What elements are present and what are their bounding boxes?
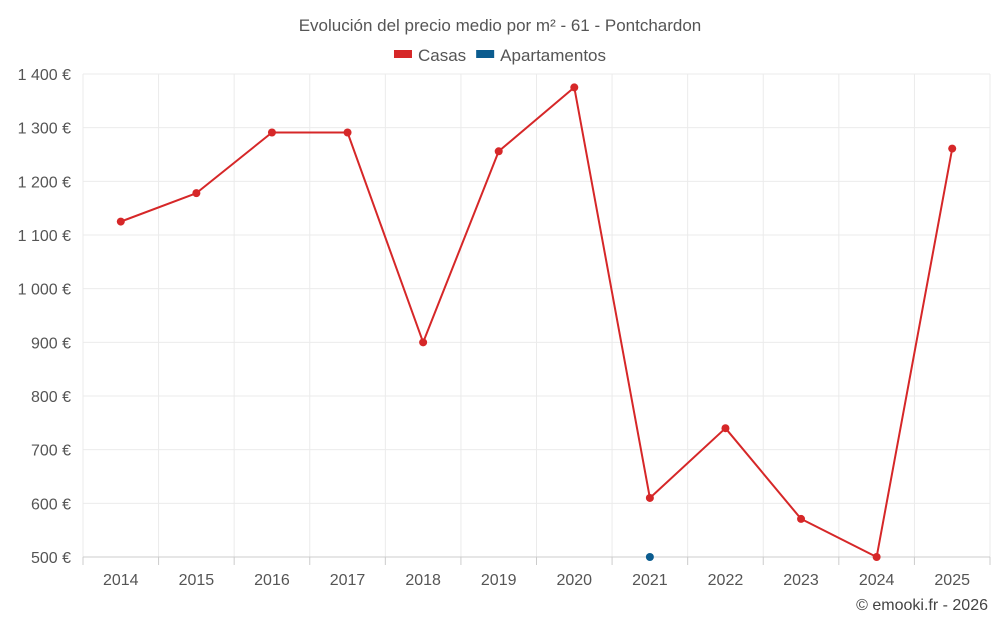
x-tick-label: 2025 (934, 572, 970, 589)
chart-title: Evolución del precio medio por m² - 61 -… (299, 16, 702, 35)
data-point[interactable] (494, 147, 503, 156)
data-point[interactable] (645, 493, 654, 502)
data-point[interactable] (948, 144, 957, 153)
y-tick-label: 1 000 € (18, 282, 71, 299)
y-tick-label: 500 € (31, 550, 71, 567)
x-tick-label: 2016 (254, 572, 290, 589)
x-tick-label: 2024 (859, 572, 895, 589)
x-tick-label: 2017 (330, 572, 366, 589)
series-0 (116, 83, 957, 561)
series-1 (645, 553, 654, 561)
data-point[interactable] (192, 189, 201, 198)
x-tick-label: 2019 (481, 572, 517, 589)
legend-label: Apartamentos (500, 46, 606, 65)
x-tick-label: 2023 (783, 572, 819, 589)
y-axis: 500 € 600 € 700 € 800 € 900 € 1 000 € 1 100 € 1… (18, 67, 71, 567)
data-point[interactable] (570, 83, 579, 92)
data-point[interactable] (721, 424, 730, 433)
data-point[interactable] (116, 217, 125, 226)
x-axis: 2014 2015 2016 2017 2018 2019 2020 2021 2022 2023… (82, 556, 991, 589)
series-line (120, 86, 954, 558)
x-tick-label: 2014 (103, 572, 139, 589)
data-point[interactable] (343, 128, 352, 137)
x-tick-label: 2022 (708, 572, 744, 589)
legend-label: Casas (418, 46, 466, 65)
x-tick-label: 2015 (179, 572, 215, 589)
data-point[interactable] (419, 338, 428, 347)
y-tick-label: 1 100 € (18, 228, 71, 245)
y-tick-label: 600 € (31, 496, 71, 513)
credit-text: © emooki.fr - 2026 (856, 597, 988, 614)
x-tick-label: 2018 (405, 572, 441, 589)
data-point[interactable] (872, 553, 881, 561)
y-tick-label: 900 € (31, 335, 71, 352)
legend: Casas Apartamentos (393, 46, 606, 65)
x-tick-label: 2020 (556, 572, 592, 589)
legend-swatch (393, 50, 412, 58)
series-layer (116, 83, 957, 561)
y-tick-label: 1 400 € (18, 67, 71, 84)
y-tick-label: 1 300 € (18, 121, 71, 138)
y-tick-label: 800 € (31, 389, 71, 406)
data-point[interactable] (797, 514, 806, 523)
legend-swatch (476, 50, 495, 58)
data-point[interactable] (267, 128, 276, 137)
y-tick-label: 1 200 € (18, 174, 71, 191)
x-tick-label: 2021 (632, 572, 668, 589)
grid (82, 73, 991, 558)
y-tick-label: 700 € (31, 443, 71, 460)
data-point[interactable] (645, 553, 654, 561)
